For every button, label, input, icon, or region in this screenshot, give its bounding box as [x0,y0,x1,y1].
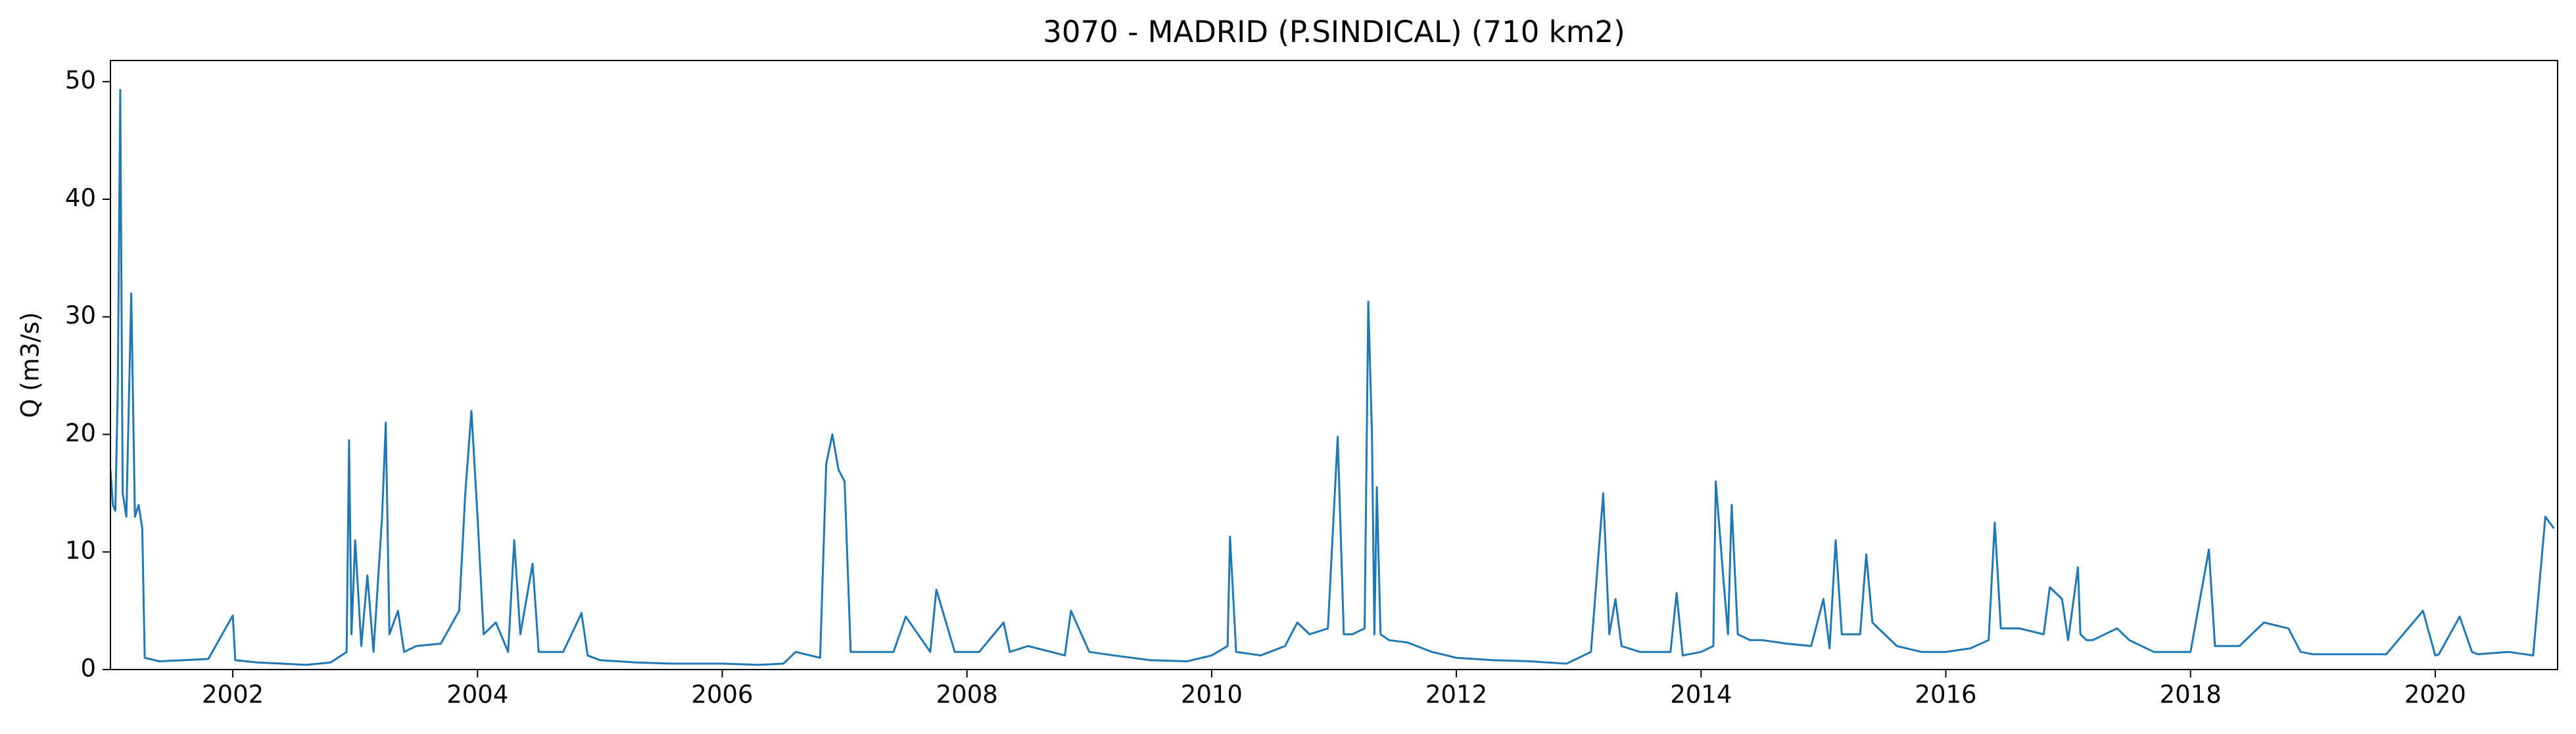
y-tick-label: 0 [80,654,96,683]
x-tick-label: 2012 [1425,681,1487,709]
x-tick-label: 2014 [1670,681,1732,709]
y-tick-label: 20 [65,419,96,447]
y-tick-label: 10 [65,537,96,565]
x-tick-label: 2018 [2160,681,2222,709]
x-tick-label: 2004 [446,681,508,709]
y-axis-label: Q (m3/s) [16,312,45,418]
plot-frame [110,60,2558,670]
x-tick-label: 2002 [202,681,264,709]
y-tick-label: 40 [65,184,96,212]
x-tick-label: 2006 [691,681,753,709]
chart-title: 3070 - MADRID (P.SINDICAL) (710 km2) [1043,14,1625,49]
y-tick-label: 30 [65,301,96,330]
y-tick-label: 50 [65,66,96,95]
x-tick-label: 2008 [936,681,998,709]
x-tick-label: 2020 [2404,681,2466,709]
x-tick-label: 2016 [1915,681,1976,709]
x-tick-label: 2010 [1181,681,1243,709]
data-line [110,89,2555,666]
